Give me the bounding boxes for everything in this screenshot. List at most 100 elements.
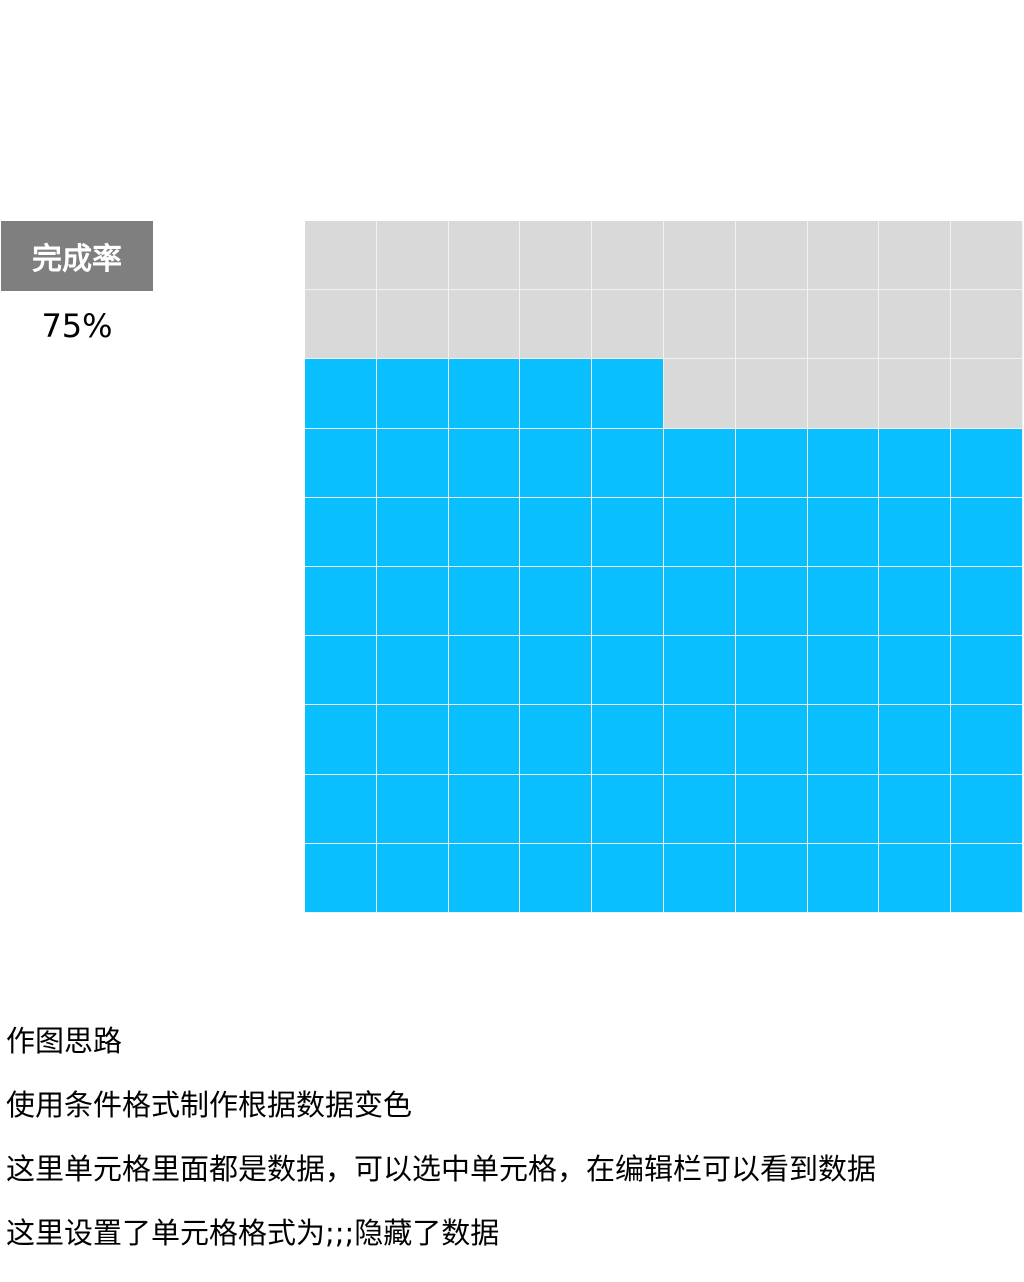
waffle-cell	[305, 497, 377, 567]
waffle-cell	[951, 428, 1023, 498]
waffle-cell	[735, 843, 808, 913]
note-line: 这里单元格里面都是数据，可以选中单元格，在编辑栏可以看到数据	[6, 1152, 877, 1186]
waffle-cell	[735, 221, 808, 291]
waffle-cell	[879, 566, 952, 637]
waffle-cell	[592, 566, 664, 637]
waffle-cell	[376, 359, 449, 429]
waffle-cell	[448, 359, 521, 429]
waffle-chart	[305, 221, 1023, 913]
waffle-cell	[951, 290, 1023, 360]
waffle-cell	[592, 705, 664, 775]
waffle-cell	[520, 774, 593, 844]
waffle-cell	[879, 843, 952, 913]
waffle-cell	[305, 843, 377, 913]
waffle-cell	[807, 497, 880, 567]
waffle-cell	[376, 428, 449, 498]
waffle-cell	[735, 497, 808, 567]
waffle-cell	[807, 359, 880, 429]
waffle-cell	[592, 290, 664, 360]
waffle-cell	[448, 774, 521, 844]
waffle-cell	[951, 636, 1023, 706]
waffle-cell	[664, 359, 736, 429]
waffle-cell	[735, 774, 808, 844]
waffle-cell	[305, 774, 377, 844]
waffle-cell	[807, 566, 880, 637]
waffle-cell	[879, 359, 952, 429]
waffle-cell	[735, 566, 808, 637]
notes-section: 作图思路 使用条件格式制作根据数据变色 这里单元格里面都是数据，可以选中单元格，…	[6, 1015, 1016, 1271]
waffle-cell	[664, 636, 736, 706]
waffle-cell	[448, 566, 521, 637]
waffle-cell	[664, 290, 736, 360]
waffle-cell	[520, 566, 593, 637]
waffle-cell	[951, 497, 1023, 567]
waffle-cell	[807, 290, 880, 360]
waffle-cell	[448, 497, 521, 567]
waffle-cell	[951, 359, 1023, 429]
waffle-cell	[520, 290, 593, 360]
waffle-cell	[879, 636, 952, 706]
waffle-cell	[520, 497, 593, 567]
waffle-cell	[305, 221, 377, 291]
waffle-cell	[664, 774, 736, 844]
metric-value: 75%	[41, 307, 113, 345]
waffle-cell	[376, 566, 449, 637]
waffle-cell	[448, 636, 521, 706]
waffle-cell	[305, 705, 377, 775]
waffle-cell	[735, 636, 808, 706]
waffle-cell	[879, 705, 952, 775]
waffle-cell	[807, 774, 880, 844]
waffle-cell	[664, 843, 736, 913]
waffle-cell	[807, 705, 880, 775]
waffle-cell	[376, 290, 449, 360]
waffle-cell	[951, 774, 1023, 844]
waffle-cell	[592, 774, 664, 844]
waffle-cell	[664, 566, 736, 637]
waffle-cell	[807, 221, 880, 291]
waffle-cell	[807, 636, 880, 706]
waffle-cell	[520, 359, 593, 429]
waffle-cell	[376, 705, 449, 775]
waffle-cell	[664, 497, 736, 567]
waffle-cell	[735, 359, 808, 429]
waffle-cell	[592, 843, 664, 913]
metric-label: 完成率	[1, 221, 153, 291]
waffle-cell	[879, 497, 952, 567]
waffle-cell	[305, 290, 377, 360]
waffle-cell	[376, 636, 449, 706]
note-line: 这里设置了单元格格式为;;;隐藏了数据	[6, 1216, 500, 1250]
waffle-cell	[592, 221, 664, 291]
waffle-cell	[664, 221, 736, 291]
waffle-cell	[735, 290, 808, 360]
waffle-cell	[879, 290, 952, 360]
waffle-cell	[520, 705, 593, 775]
waffle-cell	[592, 497, 664, 567]
waffle-cell	[448, 428, 521, 498]
waffle-cell	[879, 221, 952, 291]
waffle-cell	[951, 566, 1023, 637]
waffle-cell	[664, 705, 736, 775]
waffle-cell	[305, 636, 377, 706]
waffle-cell	[520, 221, 593, 291]
waffle-cell	[735, 428, 808, 498]
waffle-cell	[376, 843, 449, 913]
waffle-cell	[664, 428, 736, 498]
waffle-cell	[376, 221, 449, 291]
waffle-cell	[592, 428, 664, 498]
waffle-cell	[807, 428, 880, 498]
waffle-cell	[305, 359, 377, 429]
waffle-cell	[305, 428, 377, 498]
waffle-cell	[520, 843, 593, 913]
waffle-cell	[951, 221, 1023, 291]
waffle-cell	[951, 843, 1023, 913]
waffle-cell	[592, 636, 664, 706]
waffle-cell	[879, 774, 952, 844]
note-line: 使用条件格式制作根据数据变色	[6, 1088, 413, 1122]
waffle-cell	[592, 359, 664, 429]
waffle-cell	[951, 705, 1023, 775]
waffle-cell	[520, 636, 593, 706]
waffle-cell	[520, 428, 593, 498]
waffle-cell	[879, 428, 952, 498]
waffle-cell	[448, 705, 521, 775]
waffle-cell	[376, 774, 449, 844]
